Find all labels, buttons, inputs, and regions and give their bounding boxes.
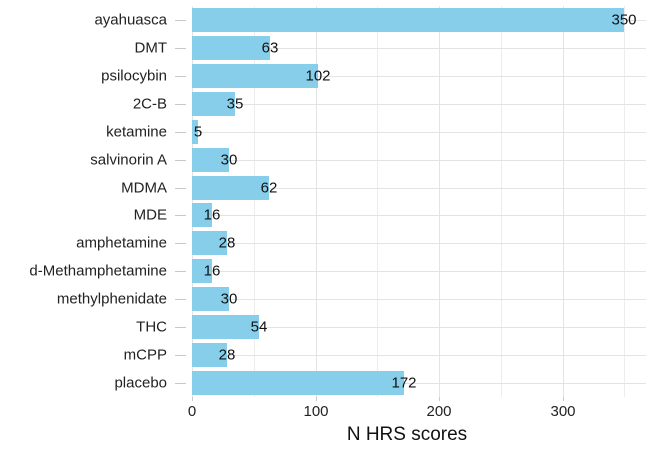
y-axis-tick (175, 76, 186, 77)
x-axis-tick (316, 397, 317, 401)
y-axis-tick (175, 104, 186, 105)
gridline-horizontal (192, 383, 646, 384)
gridline-horizontal (192, 271, 646, 272)
category-label: d-Methamphetamine (29, 262, 167, 280)
category-label: mCPP (123, 346, 167, 364)
category-label: ayahuasca (94, 11, 167, 29)
gridline-horizontal (192, 355, 646, 356)
category-label: placebo (114, 374, 167, 392)
gridline-horizontal (192, 215, 646, 216)
x-axis-tick (439, 397, 440, 401)
value-label: 30 (220, 290, 238, 308)
value-label: 28 (218, 234, 236, 252)
bar (192, 287, 229, 311)
category-label: DMT (134, 39, 168, 57)
value-label: 5 (193, 123, 203, 141)
y-axis-tick (175, 243, 186, 244)
plot-area: 350 63 102 35 5 30 62 16 28 16 30 54 28 172 (192, 6, 646, 397)
gridline-horizontal (192, 160, 646, 161)
value-label: 350 (611, 11, 637, 29)
x-tick-label: 100 (303, 403, 329, 420)
y-axis-tick (175, 383, 186, 384)
y-axis-tick (175, 20, 186, 21)
bar (192, 315, 259, 339)
bar (192, 36, 270, 60)
category-label: salvinorin A (90, 151, 167, 169)
y-axis-tick (175, 327, 186, 328)
y-axis-tick (175, 132, 186, 133)
gridline-major-vertical (563, 6, 564, 397)
category-label: MDE (133, 206, 167, 224)
gridline-horizontal (192, 76, 646, 77)
value-label: 62 (260, 179, 278, 197)
y-axis-tick (175, 215, 186, 216)
bar (192, 92, 235, 116)
gridline-major-vertical (439, 6, 440, 397)
value-label: 102 (305, 67, 331, 85)
category-label: THC (136, 318, 167, 336)
value-label: 16 (203, 262, 221, 280)
category-label: amphetamine (76, 234, 167, 252)
bar (192, 148, 229, 172)
gridline-horizontal (192, 243, 646, 244)
x-axis-tick (563, 397, 564, 401)
x-axis-tick (192, 397, 193, 401)
gridline-horizontal (192, 188, 646, 189)
gridline-horizontal (192, 104, 646, 105)
bar (192, 120, 198, 144)
y-axis-tick (175, 355, 186, 356)
bar (192, 203, 212, 227)
gridline-minor-vertical (624, 6, 625, 397)
gridline-horizontal (192, 299, 646, 300)
category-label: psilocybin (101, 67, 167, 85)
category-label: 2C-B (132, 95, 167, 113)
gridline-major-vertical (192, 6, 193, 397)
gridline-horizontal (192, 327, 646, 328)
gridline-horizontal (192, 48, 646, 49)
category-label: ketamine (106, 123, 167, 141)
x-tick-label: 0 (187, 403, 197, 420)
value-label: 35 (226, 95, 244, 113)
value-label: 28 (218, 346, 236, 364)
gridline-minor-vertical (377, 6, 378, 397)
value-label: 30 (220, 151, 238, 169)
bar (192, 64, 318, 88)
bar (192, 176, 269, 200)
value-label: 63 (261, 39, 279, 57)
value-label: 54 (250, 318, 268, 336)
y-axis-tick (175, 299, 186, 300)
x-tick-label: 200 (426, 403, 452, 420)
category-label: methylphenidate (56, 290, 167, 308)
y-axis-tick (175, 271, 186, 272)
y-axis-tick (175, 188, 186, 189)
y-axis-tick (175, 48, 186, 49)
category-label: MDMA (121, 179, 167, 197)
gridline-minor-vertical (501, 6, 502, 397)
bar (192, 8, 624, 32)
x-tick-label: 300 (550, 403, 576, 420)
x-axis-title: N HRS scores (346, 424, 468, 445)
bar (192, 371, 404, 395)
bar (192, 231, 227, 255)
gridline-minor-vertical (254, 6, 255, 397)
value-label: 16 (203, 206, 221, 224)
bar (192, 259, 212, 283)
y-axis-tick (175, 160, 186, 161)
bar (192, 343, 227, 367)
gridline-major-vertical (316, 6, 317, 397)
value-label: 172 (391, 374, 417, 392)
gridline-horizontal (192, 132, 646, 133)
